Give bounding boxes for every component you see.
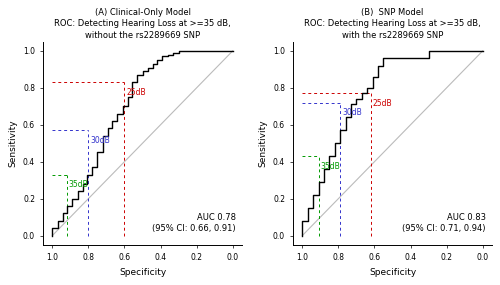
Title: (A) Clinical-Only Model
ROC: Detecting Hearing Loss at >=35 dB,
without the rs22: (A) Clinical-Only Model ROC: Detecting H…: [54, 8, 231, 40]
Y-axis label: Sensitivity: Sensitivity: [8, 119, 18, 167]
Text: 30dB: 30dB: [90, 136, 110, 145]
X-axis label: Specificity: Specificity: [369, 268, 416, 277]
X-axis label: Specificity: Specificity: [119, 268, 166, 277]
Text: AUC 0.83
(95% CI: 0.71, 0.94): AUC 0.83 (95% CI: 0.71, 0.94): [402, 213, 485, 233]
Text: 35dB: 35dB: [68, 180, 88, 189]
Text: 25dB: 25dB: [372, 99, 392, 108]
Text: 25dB: 25dB: [126, 88, 146, 97]
Text: 35dB: 35dB: [320, 162, 340, 171]
Title: (B)  SNP Model
ROC: Detecting Hearing Loss at >=35 dB,
with the rs2289669 SNP: (B) SNP Model ROC: Detecting Hearing Los…: [304, 8, 481, 40]
Y-axis label: Sensitivity: Sensitivity: [258, 119, 268, 167]
Text: AUC 0.78
(95% CI: 0.66, 0.91): AUC 0.78 (95% CI: 0.66, 0.91): [152, 213, 236, 233]
Text: 30dB: 30dB: [342, 108, 362, 117]
